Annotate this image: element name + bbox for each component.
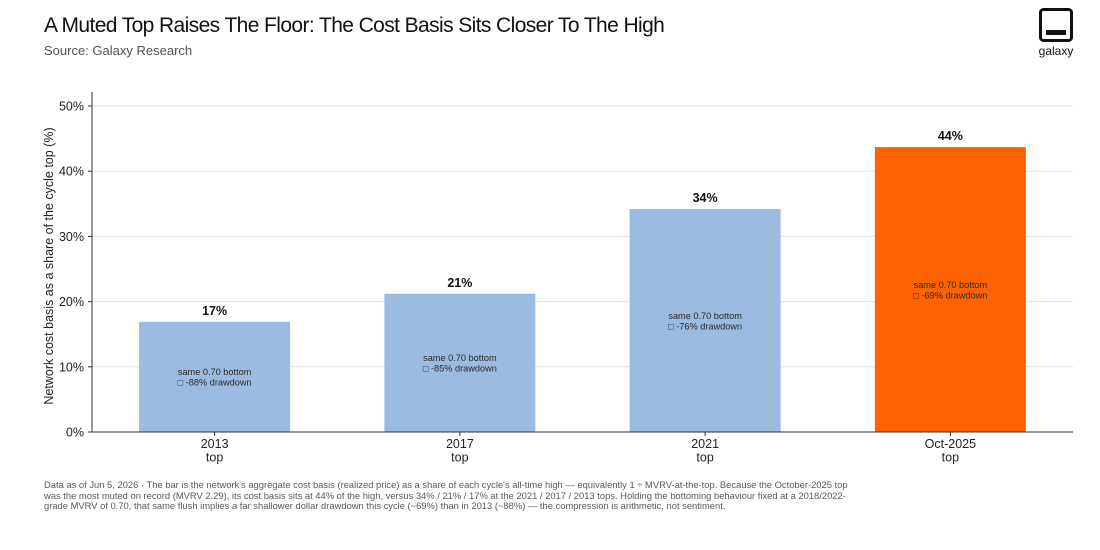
y-tick-label: 30% [59, 230, 84, 244]
footnote: Data as of Jun 5, 2026 · The bar is the … [44, 479, 848, 512]
bar-annotation-line: same 0.70 bottom [178, 367, 252, 377]
x-tick-label: top [942, 451, 959, 465]
bar-2013 [139, 321, 291, 432]
bar-annotation-line: same 0.70 bottom [423, 353, 497, 363]
x-tick-label: top [451, 451, 468, 465]
x-tick-label: 2021 [691, 437, 719, 451]
y-tick-label: 40% [59, 165, 84, 179]
bar-annotation-line: same 0.70 bottom [668, 311, 742, 321]
y-axis-title: Network cost basis as a share of the cyc… [42, 127, 56, 404]
x-tick-label: top [696, 451, 713, 465]
bar-oct-2025 [874, 147, 1026, 433]
galaxy-logo: galaxy [1034, 6, 1078, 60]
bar-annotation-line: □ -69% drawdown [913, 290, 987, 300]
x-tick-label: 2017 [446, 437, 474, 451]
bar-value-label: 17% [202, 304, 227, 318]
x-tick-label: 2013 [201, 437, 229, 451]
logo-wordmark: galaxy [1038, 44, 1074, 58]
chart-title: A Muted Top Raises The Floor: The Cost B… [44, 14, 665, 37]
bar-chart: 0% 10% 20% 30% 40% 50%Network cost basis as a… [42, 92, 1073, 465]
chart-source: Source: Galaxy Research [44, 43, 193, 58]
bar-value-label: 21% [447, 276, 472, 290]
bar-value-label: 44% [938, 129, 963, 143]
y-tick-label: 20% [59, 295, 84, 309]
bars [139, 147, 1026, 433]
axes [88, 92, 1073, 436]
bar-value-label: 34% [693, 191, 718, 205]
y-tick-label: 50% [59, 100, 84, 114]
y-tick-label: 0% [66, 426, 84, 440]
bar-2017 [384, 293, 536, 432]
labels: 0% 10% 20% 30% 40% 50%Network cost basis as a… [42, 100, 987, 465]
bar-annotation-line: □ -76% drawdown [668, 321, 742, 331]
galaxy-logo-icon [1039, 8, 1073, 42]
bar-annotation-line: □ -88% drawdown [178, 378, 252, 388]
x-tick-label: top [206, 451, 223, 465]
x-tick-label: Oct-2025 [925, 437, 976, 451]
bar-2021 [629, 209, 781, 432]
y-tick-label: 10% [59, 360, 84, 374]
bar-annotation-line: □ -85% drawdown [423, 364, 497, 374]
bar-annotation-line: same 0.70 bottom [914, 280, 988, 290]
